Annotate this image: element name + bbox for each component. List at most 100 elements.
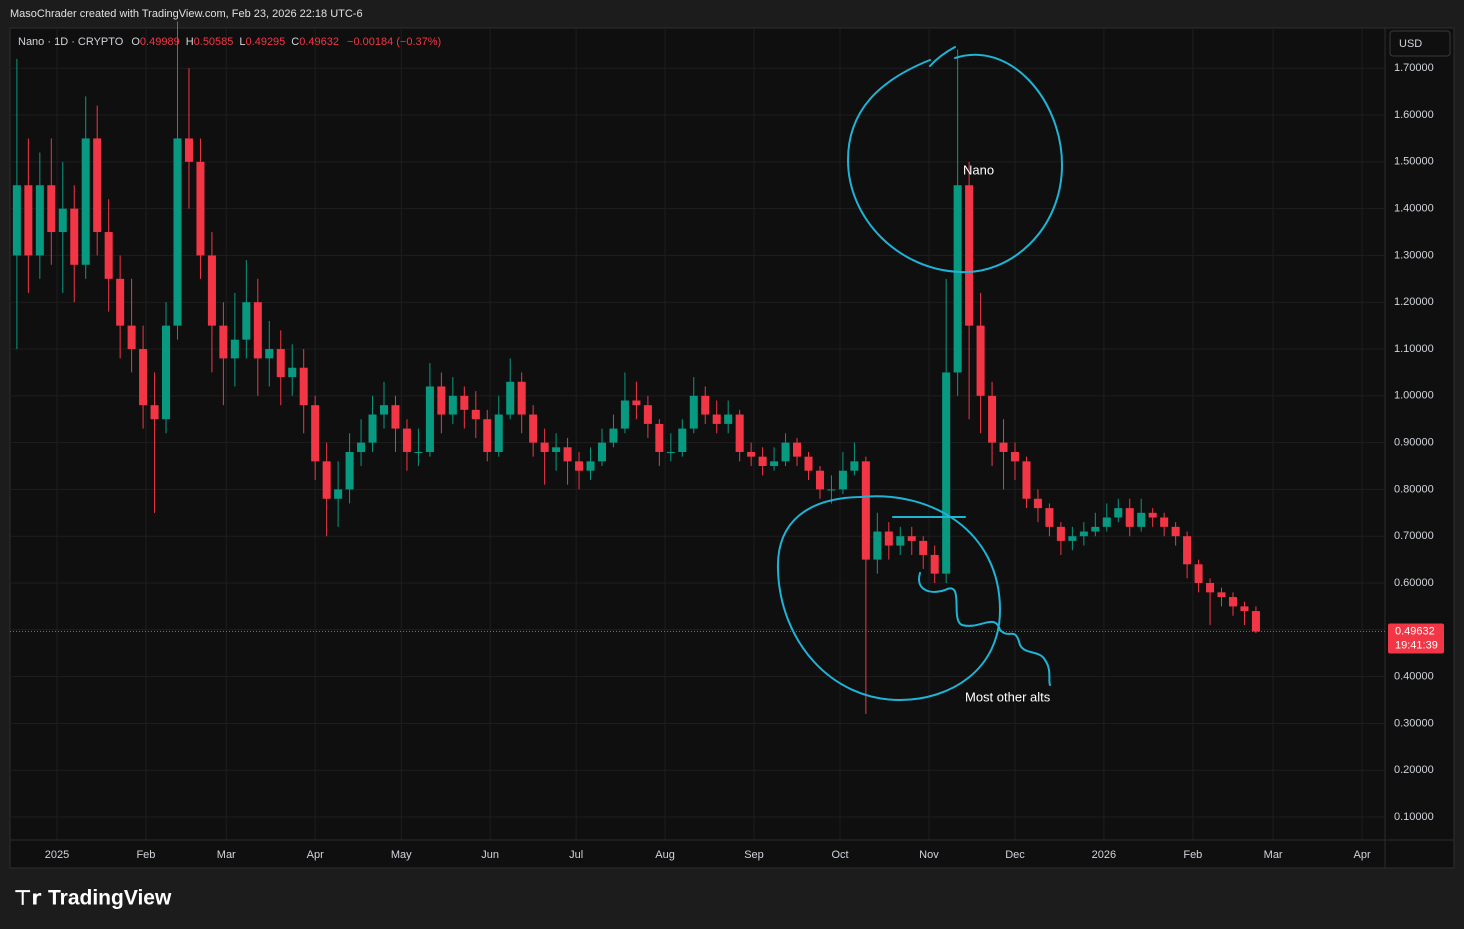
x-tick-label: Oct — [831, 849, 848, 861]
candle-body — [1228, 597, 1238, 607]
candle-body — [850, 461, 859, 471]
y-tick-label: 1.00000 — [1394, 390, 1434, 402]
candle-body — [1171, 526, 1180, 537]
candle-body — [127, 325, 136, 350]
candle-body — [1194, 564, 1203, 584]
candle-body — [402, 428, 411, 452]
candle-body — [1148, 512, 1157, 518]
candle-body — [976, 325, 985, 396]
annotation: Nano — [963, 162, 994, 177]
x-tick-label: Apr — [307, 849, 324, 861]
candle-body — [1079, 531, 1088, 537]
currency-button[interactable] — [1389, 30, 1451, 57]
candle-body — [311, 405, 320, 462]
candle-body — [104, 232, 113, 279]
candle-body — [494, 414, 503, 452]
x-tick-label: Nov — [919, 849, 939, 861]
y-tick-label: 1.10000 — [1394, 343, 1434, 355]
candle-body — [999, 442, 1008, 452]
candle-body — [253, 302, 262, 359]
candle-body — [770, 461, 779, 467]
candle-body — [265, 349, 274, 359]
candle-body — [655, 423, 664, 452]
quote-label: L — [239, 36, 245, 48]
annotation-circle — [776, 495, 1051, 702]
candle-body — [1022, 461, 1031, 499]
candle-body — [689, 395, 698, 429]
y-tick-label: 1.70000 — [1394, 62, 1434, 74]
candle-body — [139, 349, 148, 406]
chart-pane — [9, 27, 1455, 869]
axes: 0.100000.200000.300000.400000.500000.600… — [10, 62, 1444, 861]
x-tick-label: Sep — [744, 849, 764, 861]
candle-body — [953, 185, 962, 373]
candle-body — [391, 405, 400, 429]
annotation: Most other alts — [965, 689, 1051, 704]
candle-body — [988, 395, 997, 443]
candle-body — [12, 185, 21, 256]
candle-body — [586, 461, 595, 471]
candle-body — [965, 185, 974, 326]
candle-body — [620, 400, 629, 429]
x-tick-label: Feb — [136, 849, 155, 861]
candle-body — [173, 138, 182, 326]
candle-body — [896, 536, 905, 546]
candle-body — [884, 531, 893, 546]
quote-value: 0.50585 — [194, 36, 234, 48]
x-tick-label: Mar — [1264, 849, 1283, 861]
candle-body — [575, 461, 584, 471]
currency[interactable]: USD — [1399, 38, 1422, 50]
candle-body — [804, 456, 813, 471]
candle-body — [368, 414, 377, 443]
y-tick-label: 1.60000 — [1394, 109, 1434, 121]
y-tick-label: 0.70000 — [1394, 530, 1434, 542]
candle-body — [93, 138, 102, 233]
x-tick-label: 2025 — [45, 849, 69, 861]
header: MasoChrader created with TradingView.com… — [10, 8, 363, 20]
candle-body — [930, 554, 939, 574]
candle-body — [24, 185, 33, 256]
candle-body — [1251, 611, 1260, 632]
candle-body — [781, 442, 790, 462]
candle-body — [35, 185, 44, 256]
candle-body — [552, 447, 561, 452]
candle-body — [724, 414, 733, 424]
y-tick-label: 1.20000 — [1394, 296, 1434, 308]
candle-body — [70, 208, 79, 265]
candle-body — [460, 395, 469, 410]
candle-body — [529, 414, 538, 443]
x-tick-label: Jun — [481, 849, 499, 861]
price-tag — [1388, 623, 1444, 654]
candle-body — [357, 442, 366, 452]
candle-body — [793, 442, 802, 457]
candle-body — [1217, 592, 1226, 598]
y-tick-label: 1.40000 — [1394, 203, 1434, 215]
candle-body — [919, 540, 928, 555]
x-tick-label: Aug — [655, 849, 675, 861]
legend: Nano · 1D · CRYPTO O0.49989 H0.50585 L0.492… — [18, 36, 441, 48]
candle-body — [643, 405, 652, 424]
candle-body — [632, 400, 641, 406]
y-tick-label: 0.20000 — [1394, 764, 1434, 776]
x-tick-label: Jul — [569, 849, 583, 861]
candle-body — [47, 185, 56, 233]
candle-body — [861, 461, 870, 560]
candle-body — [242, 302, 251, 340]
candle-body — [563, 447, 572, 462]
candle-body — [150, 405, 159, 420]
candle-body — [230, 339, 239, 359]
candle-body — [678, 428, 687, 452]
x-tick-label: 2026 — [1092, 849, 1116, 861]
quote-label: C — [291, 36, 299, 48]
y-tick-label: 0.90000 — [1394, 437, 1434, 449]
candle-body — [506, 381, 515, 415]
candle-body — [58, 208, 67, 233]
candle-body — [1137, 512, 1146, 527]
y-tick-label: 0.80000 — [1394, 483, 1434, 495]
candle-body — [471, 409, 480, 420]
candle-body — [1160, 517, 1169, 527]
candle-body — [609, 428, 618, 443]
quote-value: 0.49989 — [140, 36, 180, 48]
candle-body — [1033, 498, 1042, 509]
